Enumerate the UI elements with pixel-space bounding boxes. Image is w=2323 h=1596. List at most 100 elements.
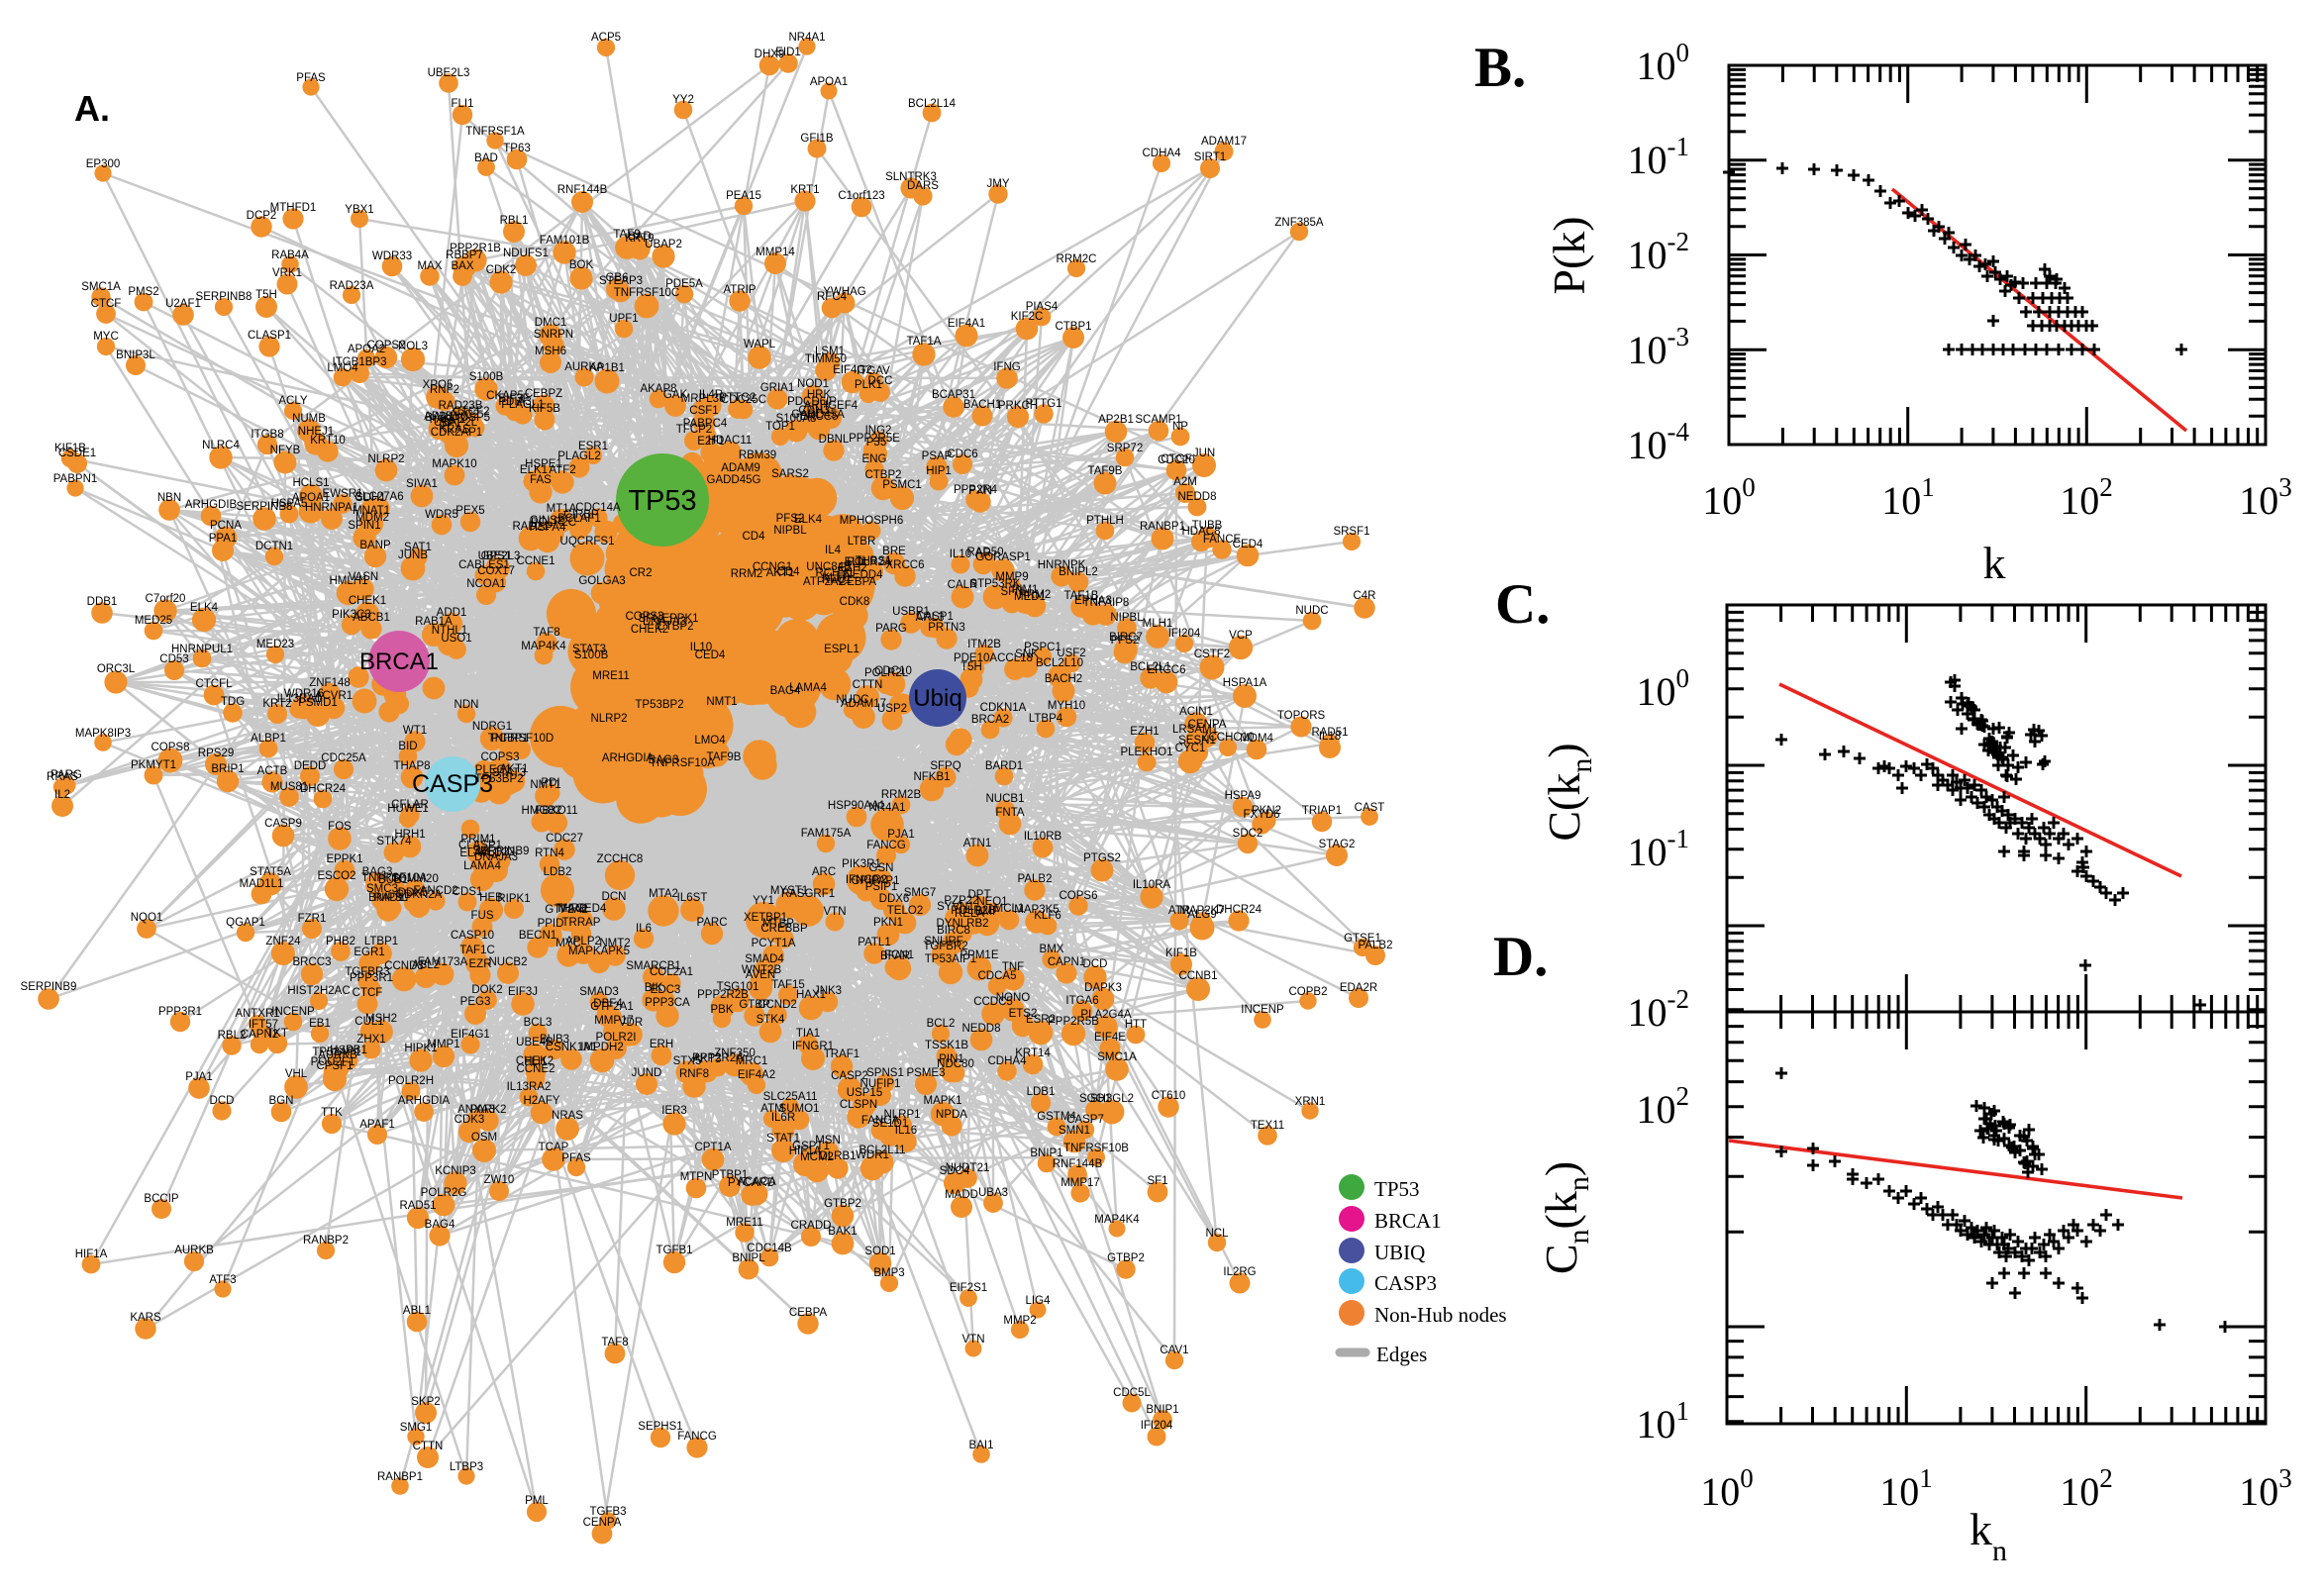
svg-text:PLK1: PLK1 [855, 379, 882, 391]
svg-text:GTF2A1: GTF2A1 [590, 1001, 633, 1013]
svg-text:WNT2B: WNT2B [742, 964, 782, 976]
svg-text:BRCC3: BRCC3 [293, 956, 332, 968]
svg-text:ATF2: ATF2 [549, 464, 575, 476]
svg-text:ACLY: ACLY [278, 395, 308, 407]
svg-text:CDK3: CDK3 [454, 1114, 485, 1126]
svg-text:ATN1: ATN1 [963, 838, 992, 849]
svg-text:PHB2: PHB2 [326, 936, 355, 948]
svg-text:PTGS2: PTGS2 [1083, 852, 1121, 864]
svg-text:BAX: BAX [451, 260, 473, 272]
svg-text:SMAD3: SMAD3 [579, 986, 619, 998]
svg-text:C7orf20: C7orf20 [146, 593, 186, 605]
svg-text:TAF15: TAF15 [771, 979, 805, 991]
svg-text:NUCB1: NUCB1 [986, 793, 1025, 805]
svg-text:TDG: TDG [221, 696, 245, 708]
svg-text:DPT: DPT [968, 889, 991, 901]
svg-text:EIF3J: EIF3J [508, 986, 538, 998]
svg-text:MSH6: MSH6 [535, 346, 566, 357]
svg-text:MMP14: MMP14 [756, 247, 795, 258]
svg-text:NEDD8: NEDD8 [962, 1023, 1001, 1035]
svg-text:IL6ST: IL6ST [677, 892, 708, 904]
svg-text:PSMC1: PSMC1 [882, 479, 922, 491]
svg-text:CFLAR: CFLAR [391, 799, 429, 811]
svg-text:NDRG1: NDRG1 [472, 721, 512, 733]
svg-text:VHL: VHL [285, 1068, 308, 1080]
svg-text:GOLGA3: GOLGA3 [578, 575, 625, 587]
svg-text:CASP10: CASP10 [451, 930, 494, 942]
svg-text:COPS6: COPS6 [1060, 890, 1098, 902]
svg-text:RNF2: RNF2 [430, 384, 459, 396]
svg-text:PARG: PARG [875, 623, 907, 635]
svg-text:PCNA: PCNA [210, 520, 242, 532]
svg-text:CCNB1: CCNB1 [1179, 970, 1218, 982]
svg-text:BACH2: BACH2 [1045, 673, 1082, 685]
svg-text:GTBP2: GTBP2 [824, 1198, 861, 1210]
svg-text:ORC3L: ORC3L [97, 663, 136, 675]
svg-text:IL10RA: IL10RA [1133, 879, 1171, 891]
svg-text:A2M: A2M [1173, 476, 1197, 488]
svg-text:PKN1: PKN1 [873, 917, 903, 929]
svg-text:NUMB: NUMB [292, 413, 326, 425]
svg-text:PIK3R1: PIK3R1 [842, 858, 881, 870]
svg-text:TNFRSF10D: TNFRSF10D [488, 733, 554, 745]
svg-text:VASN: VASN [349, 571, 378, 583]
svg-text:TAF9B: TAF9B [1088, 465, 1123, 477]
svg-text:TAF1A: TAF1A [907, 336, 942, 348]
svg-text:ZNF148: ZNF148 [309, 677, 351, 689]
svg-text:PPA1: PPA1 [209, 533, 238, 545]
svg-text:RELA: RELA [955, 908, 984, 920]
svg-text:SUMO1: SUMO1 [779, 1103, 820, 1115]
svg-text:NLRC4: NLRC4 [202, 440, 240, 451]
svg-text:GRIPAP1: GRIPAP1 [852, 875, 900, 887]
svg-text:PFAS: PFAS [561, 1152, 591, 1164]
svg-text:EIF4A1: EIF4A1 [948, 318, 985, 330]
svg-text:DCD: DCD [1083, 958, 1108, 970]
svg-text:STK4: STK4 [757, 1014, 785, 1026]
svg-text:MNAT1: MNAT1 [353, 505, 390, 517]
svg-text:KRT2: KRT2 [262, 698, 291, 710]
svg-text:BRIP1: BRIP1 [211, 763, 244, 775]
svg-text:BECN1: BECN1 [519, 930, 556, 942]
svg-text:AURKA: AURKA [564, 361, 604, 373]
svg-text:RBM39: RBM39 [739, 449, 776, 461]
svg-text:ESPL1: ESPL1 [824, 644, 859, 655]
svg-text:OSM: OSM [471, 1132, 497, 1144]
svg-text:BCL3: BCL3 [524, 1017, 553, 1029]
svg-text:ARC: ARC [812, 866, 836, 878]
svg-text:PBK: PBK [710, 1004, 733, 1016]
svg-text:STAT1: STAT1 [766, 1133, 800, 1145]
svg-text:ENG: ENG [862, 453, 887, 465]
svg-text:IFI204: IFI204 [1168, 628, 1201, 640]
svg-text:JUN: JUN [1193, 448, 1215, 459]
svg-text:TGFBR3: TGFBR3 [345, 966, 389, 978]
svg-text:UPF1: UPF1 [609, 313, 638, 325]
svg-text:DBNL: DBNL [819, 434, 850, 446]
svg-text:MED23: MED23 [256, 639, 294, 650]
svg-text:FOS: FOS [328, 821, 352, 833]
svg-text:ERH: ERH [650, 1039, 673, 1050]
svg-text:CCND2: CCND2 [758, 999, 797, 1011]
svg-text:ACTB: ACTB [257, 765, 288, 777]
svg-text:MAP4K4: MAP4K4 [521, 641, 566, 652]
svg-text:BAG4: BAG4 [425, 1219, 455, 1231]
svg-text:MAPK10: MAPK10 [432, 458, 476, 470]
svg-text:MAPK1: MAPK1 [924, 1095, 962, 1107]
svg-text:DCTN1: DCTN1 [255, 541, 293, 552]
svg-text:BFAR: BFAR [880, 950, 910, 962]
svg-text:TGFB1: TGFB1 [656, 1245, 692, 1256]
svg-text:NQO1: NQO1 [131, 912, 163, 924]
svg-text:CR2: CR2 [629, 567, 652, 579]
svg-text:DDX6: DDX6 [879, 893, 910, 905]
svg-text:KRT10: KRT10 [310, 435, 346, 447]
svg-text:JUND: JUND [632, 1067, 662, 1079]
svg-text:BMP3: BMP3 [873, 1267, 904, 1279]
svg-text:IER3: IER3 [661, 1105, 687, 1117]
svg-text:CTCF: CTCF [353, 987, 383, 999]
svg-text:TTK: TTK [321, 1107, 343, 1119]
svg-text:HRK: HRK [807, 389, 832, 401]
svg-text:DCN: DCN [602, 891, 627, 903]
svg-text:TSG101: TSG101 [717, 981, 759, 993]
svg-text:RTN4: RTN4 [535, 848, 564, 859]
svg-text:NDUFS1: NDUFS1 [503, 248, 549, 259]
svg-text:KIF1B: KIF1B [1165, 948, 1197, 959]
